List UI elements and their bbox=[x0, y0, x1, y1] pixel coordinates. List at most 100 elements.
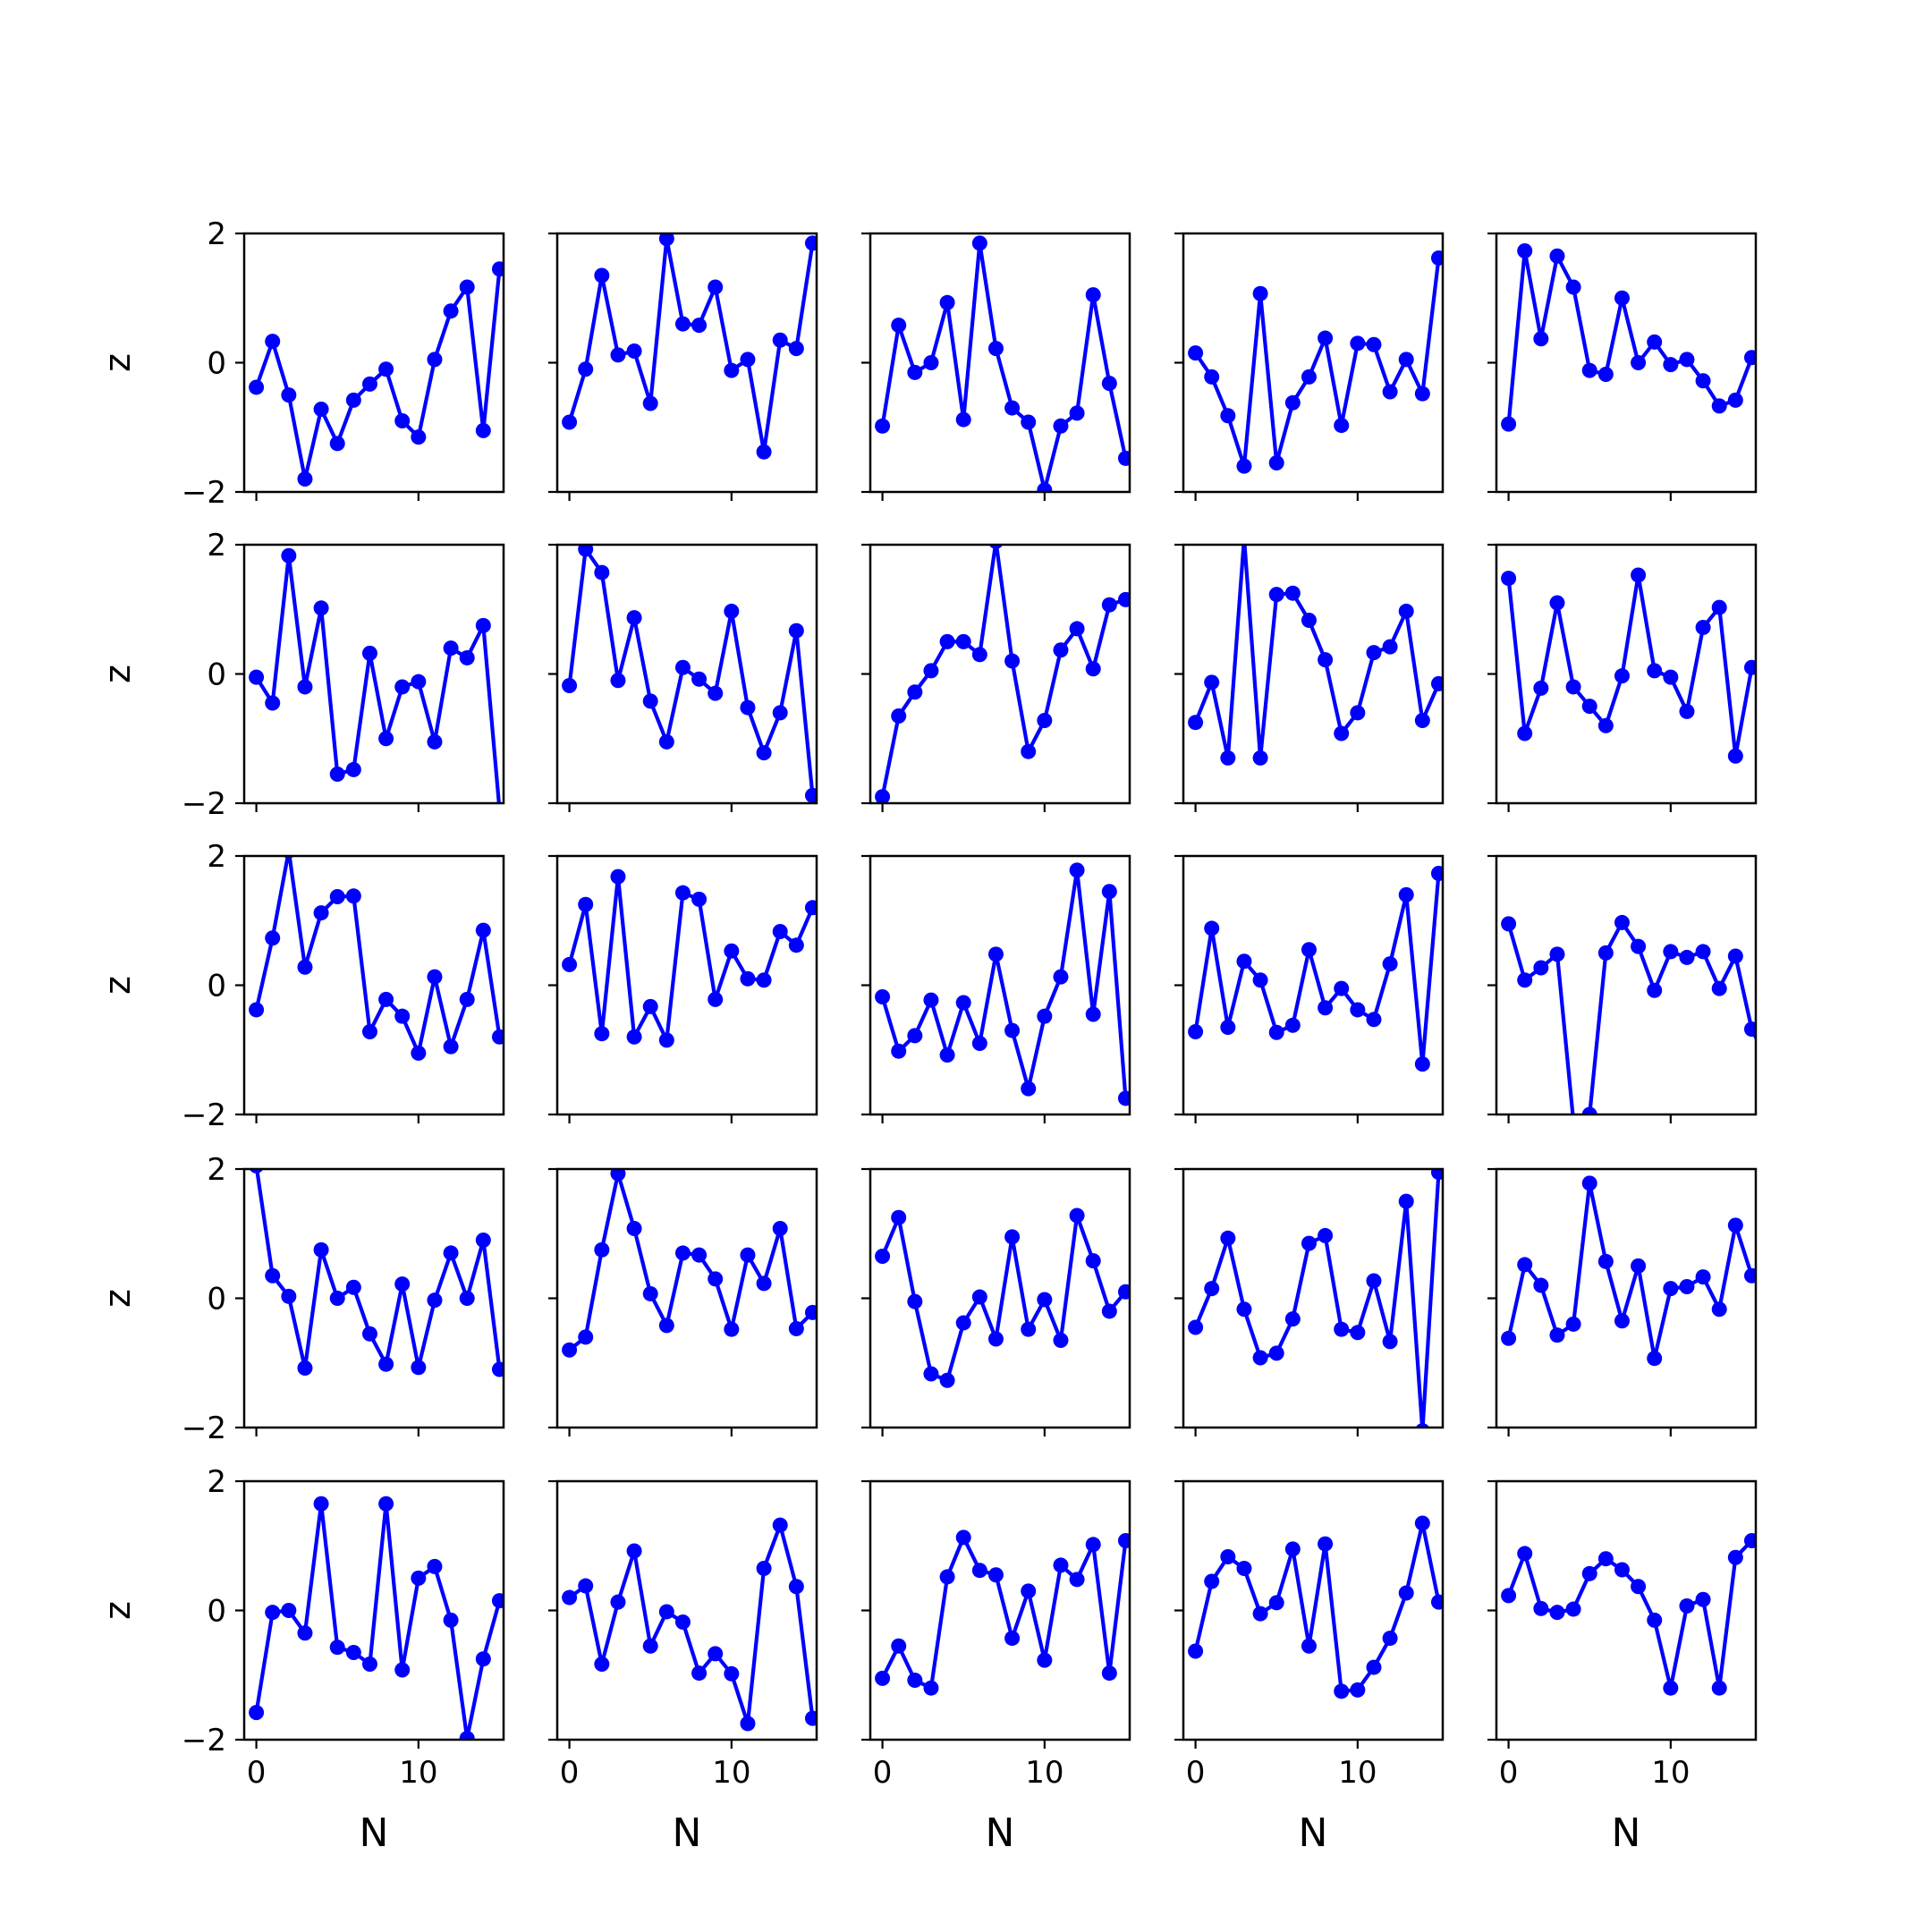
data-point bbox=[1268, 454, 1284, 470]
data-point bbox=[1581, 699, 1597, 715]
data-point bbox=[1727, 392, 1743, 408]
data-point bbox=[313, 600, 329, 616]
data-point bbox=[875, 418, 891, 434]
data-point bbox=[1597, 717, 1614, 733]
data-point bbox=[1236, 953, 1252, 970]
data-point bbox=[610, 1169, 626, 1182]
data-point bbox=[1085, 287, 1101, 303]
series-r1-c2 bbox=[875, 545, 1130, 803]
series-line bbox=[254, 267, 502, 481]
data-point bbox=[691, 1247, 708, 1263]
panel-r2-c3 bbox=[1174, 854, 1445, 1123]
data-point bbox=[923, 355, 939, 370]
data-point bbox=[891, 1209, 907, 1225]
data-point bbox=[361, 645, 377, 661]
data-point bbox=[1220, 1019, 1236, 1035]
data-point bbox=[1350, 1682, 1366, 1698]
data-point bbox=[1614, 914, 1630, 930]
data-point bbox=[642, 1285, 658, 1301]
data-point bbox=[1268, 1345, 1284, 1361]
data-point bbox=[1318, 1227, 1334, 1243]
data-point bbox=[923, 1366, 939, 1382]
data-point bbox=[939, 1372, 955, 1388]
data-point bbox=[804, 1304, 817, 1320]
series-line bbox=[1193, 1521, 1441, 1693]
data-point bbox=[1053, 969, 1069, 985]
x-axis-label: N bbox=[1612, 1810, 1641, 1856]
panel-r4-c4: 0 10 N bbox=[1487, 1479, 1758, 1856]
data-point bbox=[1069, 862, 1085, 878]
data-point bbox=[610, 347, 626, 363]
data-point bbox=[1549, 946, 1565, 962]
data-point bbox=[578, 361, 594, 377]
data-point bbox=[691, 891, 708, 907]
data-point bbox=[1188, 345, 1204, 361]
data-point bbox=[1021, 743, 1037, 759]
data-point bbox=[1581, 362, 1597, 378]
x-tick-label: 0 bbox=[247, 1755, 267, 1791]
data-point bbox=[1695, 373, 1711, 389]
data-point bbox=[1284, 585, 1301, 601]
data-point bbox=[1663, 1680, 1679, 1696]
data-point bbox=[1533, 960, 1549, 976]
data-point bbox=[642, 395, 658, 411]
series-r4-c4 bbox=[1501, 1532, 1756, 1696]
data-point bbox=[1414, 713, 1430, 729]
data-point bbox=[907, 364, 923, 380]
series-line bbox=[254, 856, 502, 1055]
data-point bbox=[1204, 1281, 1220, 1297]
data-point bbox=[756, 1275, 772, 1292]
data-point bbox=[740, 699, 756, 716]
axes-frame bbox=[242, 232, 505, 494]
x-tick-label: 0 bbox=[1186, 1755, 1206, 1791]
x-tick-label: 0 bbox=[873, 1755, 893, 1791]
panel-r3-c4 bbox=[1487, 1167, 1758, 1436]
data-point bbox=[475, 1651, 491, 1667]
data-point bbox=[1663, 944, 1679, 960]
y-tick-label: 0 bbox=[207, 1282, 226, 1318]
data-point bbox=[907, 1028, 923, 1044]
data-point bbox=[443, 1038, 459, 1055]
data-point bbox=[1069, 621, 1085, 637]
data-point bbox=[1220, 408, 1236, 424]
panel-r3-c3 bbox=[1174, 1167, 1445, 1436]
data-point bbox=[297, 679, 313, 695]
data-point bbox=[1117, 1284, 1130, 1300]
data-point bbox=[1053, 642, 1069, 658]
data-point bbox=[1204, 1573, 1220, 1589]
series-r3-c0 bbox=[249, 1169, 504, 1377]
panel-r1-c4 bbox=[1487, 543, 1758, 812]
data-point bbox=[281, 547, 297, 564]
data-point bbox=[708, 685, 724, 701]
data-point bbox=[378, 1496, 394, 1512]
data-point bbox=[1631, 1579, 1647, 1595]
data-point bbox=[971, 235, 987, 251]
series-line bbox=[1193, 871, 1441, 1066]
data-point bbox=[772, 1220, 788, 1236]
data-point bbox=[875, 989, 891, 1005]
data-point bbox=[788, 623, 804, 639]
data-point bbox=[804, 900, 817, 916]
data-point bbox=[1037, 482, 1053, 492]
data-point bbox=[427, 1558, 443, 1574]
data-point bbox=[281, 1603, 297, 1618]
data-point bbox=[1318, 330, 1334, 346]
series-line bbox=[254, 554, 501, 803]
data-point bbox=[987, 946, 1004, 962]
data-point bbox=[1679, 703, 1695, 719]
data-point bbox=[1727, 948, 1743, 964]
data-point bbox=[740, 352, 756, 368]
data-point bbox=[691, 1665, 708, 1682]
data-point bbox=[297, 1625, 313, 1641]
data-point bbox=[1501, 916, 1517, 932]
data-point bbox=[1021, 1321, 1037, 1337]
data-point bbox=[724, 603, 740, 619]
series-line bbox=[1193, 1170, 1441, 1428]
series-line bbox=[880, 241, 1128, 492]
data-point bbox=[1382, 639, 1398, 655]
panels-layer: −2 0 2 z −2 0 2 z −2 0 2 z −2 0 2 z 0 10 −2 0 2 z N 0 10 N 0 10 N 0 10… bbox=[97, 216, 1758, 1856]
data-point bbox=[378, 731, 394, 747]
data-point bbox=[1695, 619, 1711, 635]
data-point bbox=[1501, 571, 1517, 587]
data-point bbox=[674, 885, 691, 901]
